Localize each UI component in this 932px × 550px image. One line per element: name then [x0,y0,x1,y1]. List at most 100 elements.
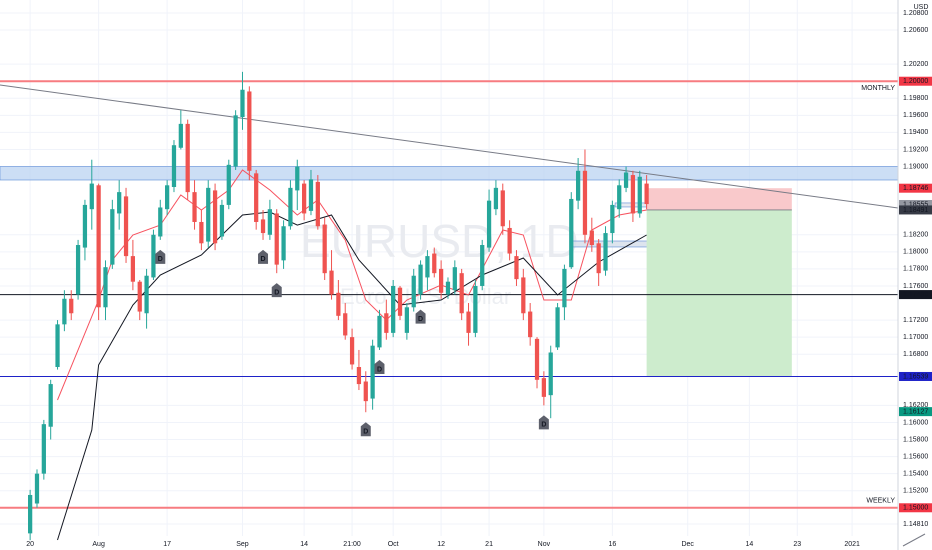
candle-body [589,230,594,246]
y-tick-label: 1.19000 [903,163,928,170]
candle-body [575,170,581,201]
event-badge [538,415,549,430]
price-label-box [899,205,932,215]
candle-body [75,245,81,295]
candle-body [260,219,266,234]
x-tick-label: Dec [681,541,694,548]
candle-body [123,196,129,257]
candle-body [322,224,327,274]
candle-body [349,337,355,365]
candle-body [521,277,526,314]
trend-line [0,84,899,209]
candle-body [267,209,273,235]
candle-body [302,183,307,214]
price-label: 1.18746 [903,185,928,192]
candle-body [630,175,636,214]
x-tick-label: 12 [437,541,445,548]
candle-body [377,315,382,348]
candle-body [541,378,546,397]
event-marker: D [360,422,371,437]
x-tick-label: 17 [163,541,171,548]
candle-body [425,256,430,278]
price-label: 1.16539 [903,373,928,380]
candle-body [493,187,499,210]
candle-body [103,267,108,308]
candle-body [644,183,649,205]
y-tick-label: 1.17200 [903,317,928,324]
candle-body [89,183,94,210]
candle-body [514,256,519,280]
x-tick-label: Aug [92,541,105,548]
candle-body [137,281,142,312]
x-tick-label: Oct [388,541,399,548]
candle-body [500,190,505,227]
y-tick-label: 1.15800 [903,436,928,443]
y-tick-label: 1.15200 [903,488,928,495]
x-tick-label: 14 [745,541,753,548]
x-tick-label: 20 [26,541,34,548]
candle-body [418,264,423,295]
candle-body [62,298,67,325]
x-tick-label: Nov [538,541,551,548]
candle-body [569,198,574,268]
event-marker: D [271,283,282,298]
candle-body [82,204,88,248]
candle-body [391,285,396,333]
candle-body [308,179,314,211]
candle-body [41,424,46,474]
y-tick-label: 1.16000 [903,419,928,426]
candle-body [96,185,101,308]
candle-body [562,268,567,308]
event-marker: D [538,415,549,430]
candle-body [110,209,115,265]
candle-body [226,164,231,205]
candle-body [384,313,389,333]
candle-body [452,267,457,291]
watermark-symbol: EURUSD, 1D [300,215,579,267]
candle-body [445,281,451,295]
price-label: 1.17499 [903,291,928,298]
event-badge [258,249,269,264]
candle-body [486,200,492,248]
candle-body [233,115,238,167]
event-badge [271,283,282,298]
y-tick-label: 1.20800 [903,10,928,17]
candle-body [192,192,197,222]
event-label: D [377,366,382,373]
candle-body [281,226,286,261]
candle-body [288,187,293,227]
candle-body [48,384,53,427]
x-tick-label: 23 [793,541,801,548]
candle-body [329,270,334,295]
price-label-box [899,503,932,513]
candle-body [171,145,177,188]
candle-body [356,367,362,385]
y-tick-label: 1.17800 [903,266,928,273]
candle-body [274,213,279,265]
event-label: D [260,256,265,263]
candle-body [404,307,409,333]
event-marker: D [155,249,166,264]
candle-body [254,173,259,222]
watermark-description: Euro / U.S. Dollar [340,284,511,309]
x-tick-label: Sep [236,541,249,548]
event-badge [360,422,371,437]
price-label-box [899,183,932,193]
event-label: D [418,316,423,323]
candle-body [240,89,245,118]
candle-body [555,307,560,348]
candle-body [144,275,149,314]
y-tick-label: 1.20200 [903,61,928,68]
y-tick-label: 1.15600 [903,453,928,460]
x-tick-label: 2021 [844,541,860,548]
candle-body [343,313,348,336]
candle-body [548,352,553,396]
y-tick-label: 1.19400 [903,129,928,136]
candle-body [165,185,170,210]
y-tick-label: 1.16200 [903,402,928,409]
candle-body [178,123,183,148]
level-label: MONTHLY [861,85,895,92]
candle-body [507,227,512,254]
